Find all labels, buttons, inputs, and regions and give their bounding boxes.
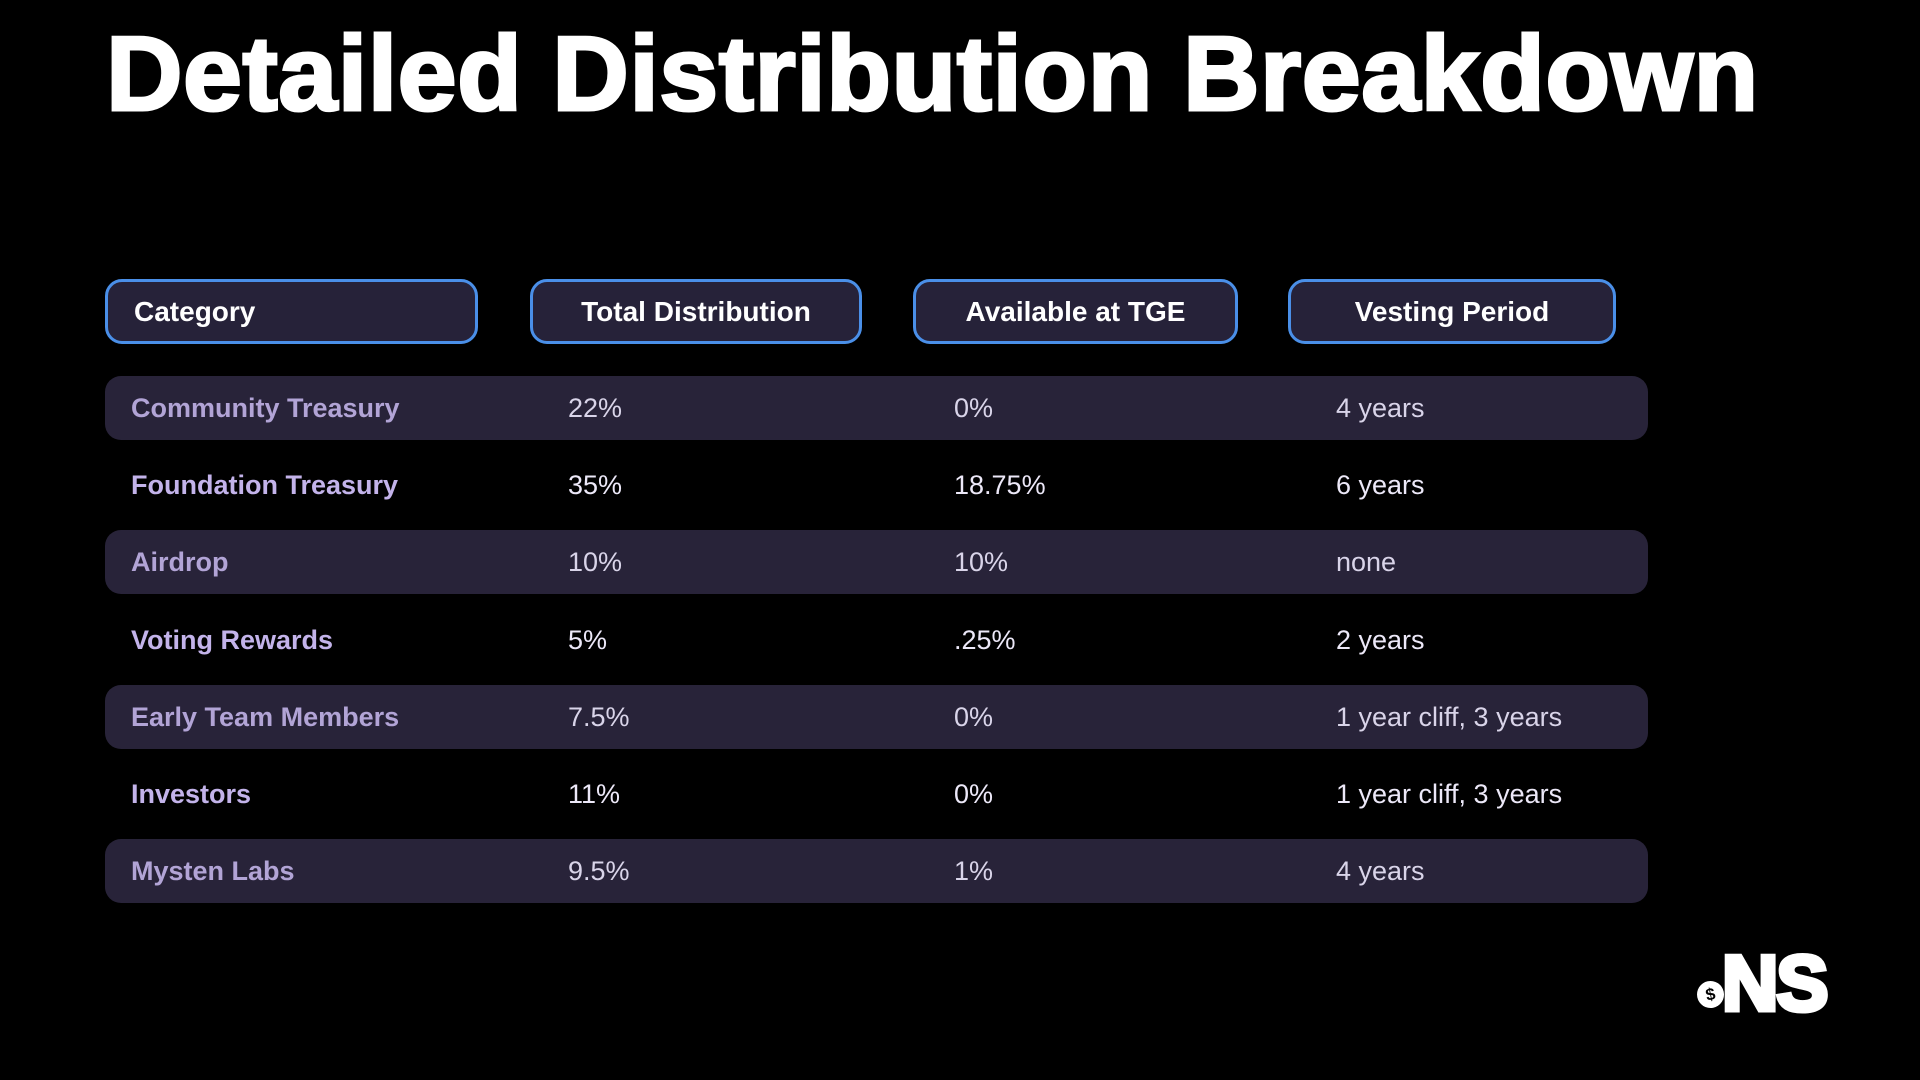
cell-available-at-tge: 0% (954, 779, 994, 809)
cell-vesting-period: 6 years (1336, 470, 1425, 500)
cell-vesting-period: 1 year cliff, 3 years (1336, 702, 1563, 732)
table-header-available-at-tge: Available at TGE (913, 279, 1238, 344)
table-row: Voting Rewards 5% .25% 2 years (105, 608, 1648, 672)
cell-category: Early Team Members (131, 702, 400, 732)
table-row: Investors 11% 0% 1 year cliff, 3 years (105, 762, 1648, 826)
cell-total-distribution: 9.5% (568, 856, 630, 886)
cell-vesting-period: 1 year cliff, 3 years (1336, 779, 1563, 809)
cell-total-distribution: 5% (568, 625, 608, 655)
cell-vesting-period: 2 years (1336, 625, 1425, 655)
cell-category: Foundation Treasury (131, 470, 399, 500)
cell-vesting-period: none (1336, 547, 1397, 577)
cell-total-distribution: 35% (568, 470, 623, 500)
cell-available-at-tge: 1% (954, 856, 994, 886)
table-row: Airdrop 10% 10% none (105, 530, 1648, 594)
cell-vesting-period: 4 years (1336, 393, 1425, 423)
cell-total-distribution: 7.5% (568, 702, 630, 732)
page-title: Detailed Distribution Breakdown (105, 14, 1760, 135)
table-header-vesting-period: Vesting Period (1288, 279, 1616, 344)
cell-vesting-period: 4 years (1336, 856, 1425, 886)
cell-category: Community Treasury (131, 393, 400, 423)
cell-category: Mysten Labs (131, 856, 295, 886)
cell-total-distribution: 11% (568, 779, 621, 809)
cell-total-distribution: 22% (568, 393, 623, 423)
logo-text: NS (1719, 937, 1830, 1030)
cell-available-at-tge: .25% (954, 625, 1016, 655)
table-header-total-distribution: Total Distribution (530, 279, 862, 344)
cell-available-at-tge: 18.75% (954, 470, 1046, 500)
table-row: Early Team Members 7.5% 0% 1 year cliff,… (105, 685, 1648, 749)
cell-category: Investors (131, 779, 252, 809)
cell-available-at-tge: 0% (954, 393, 994, 423)
cell-available-at-tge: 0% (954, 702, 994, 732)
table-header-category: Category (105, 279, 478, 344)
cell-category: Voting Rewards (131, 625, 334, 655)
table-row: Foundation Treasury 35% 18.75% 6 years (105, 453, 1648, 517)
brand-logo: $ NS (1690, 937, 1860, 1030)
cell-category: Airdrop (131, 547, 229, 577)
table-row: Community Treasury 22% 0% 4 years (105, 376, 1648, 440)
cell-total-distribution: 10% (568, 547, 623, 577)
cell-available-at-tge: 10% (954, 547, 1009, 577)
table-row: Mysten Labs 9.5% 1% 4 years (105, 839, 1648, 903)
